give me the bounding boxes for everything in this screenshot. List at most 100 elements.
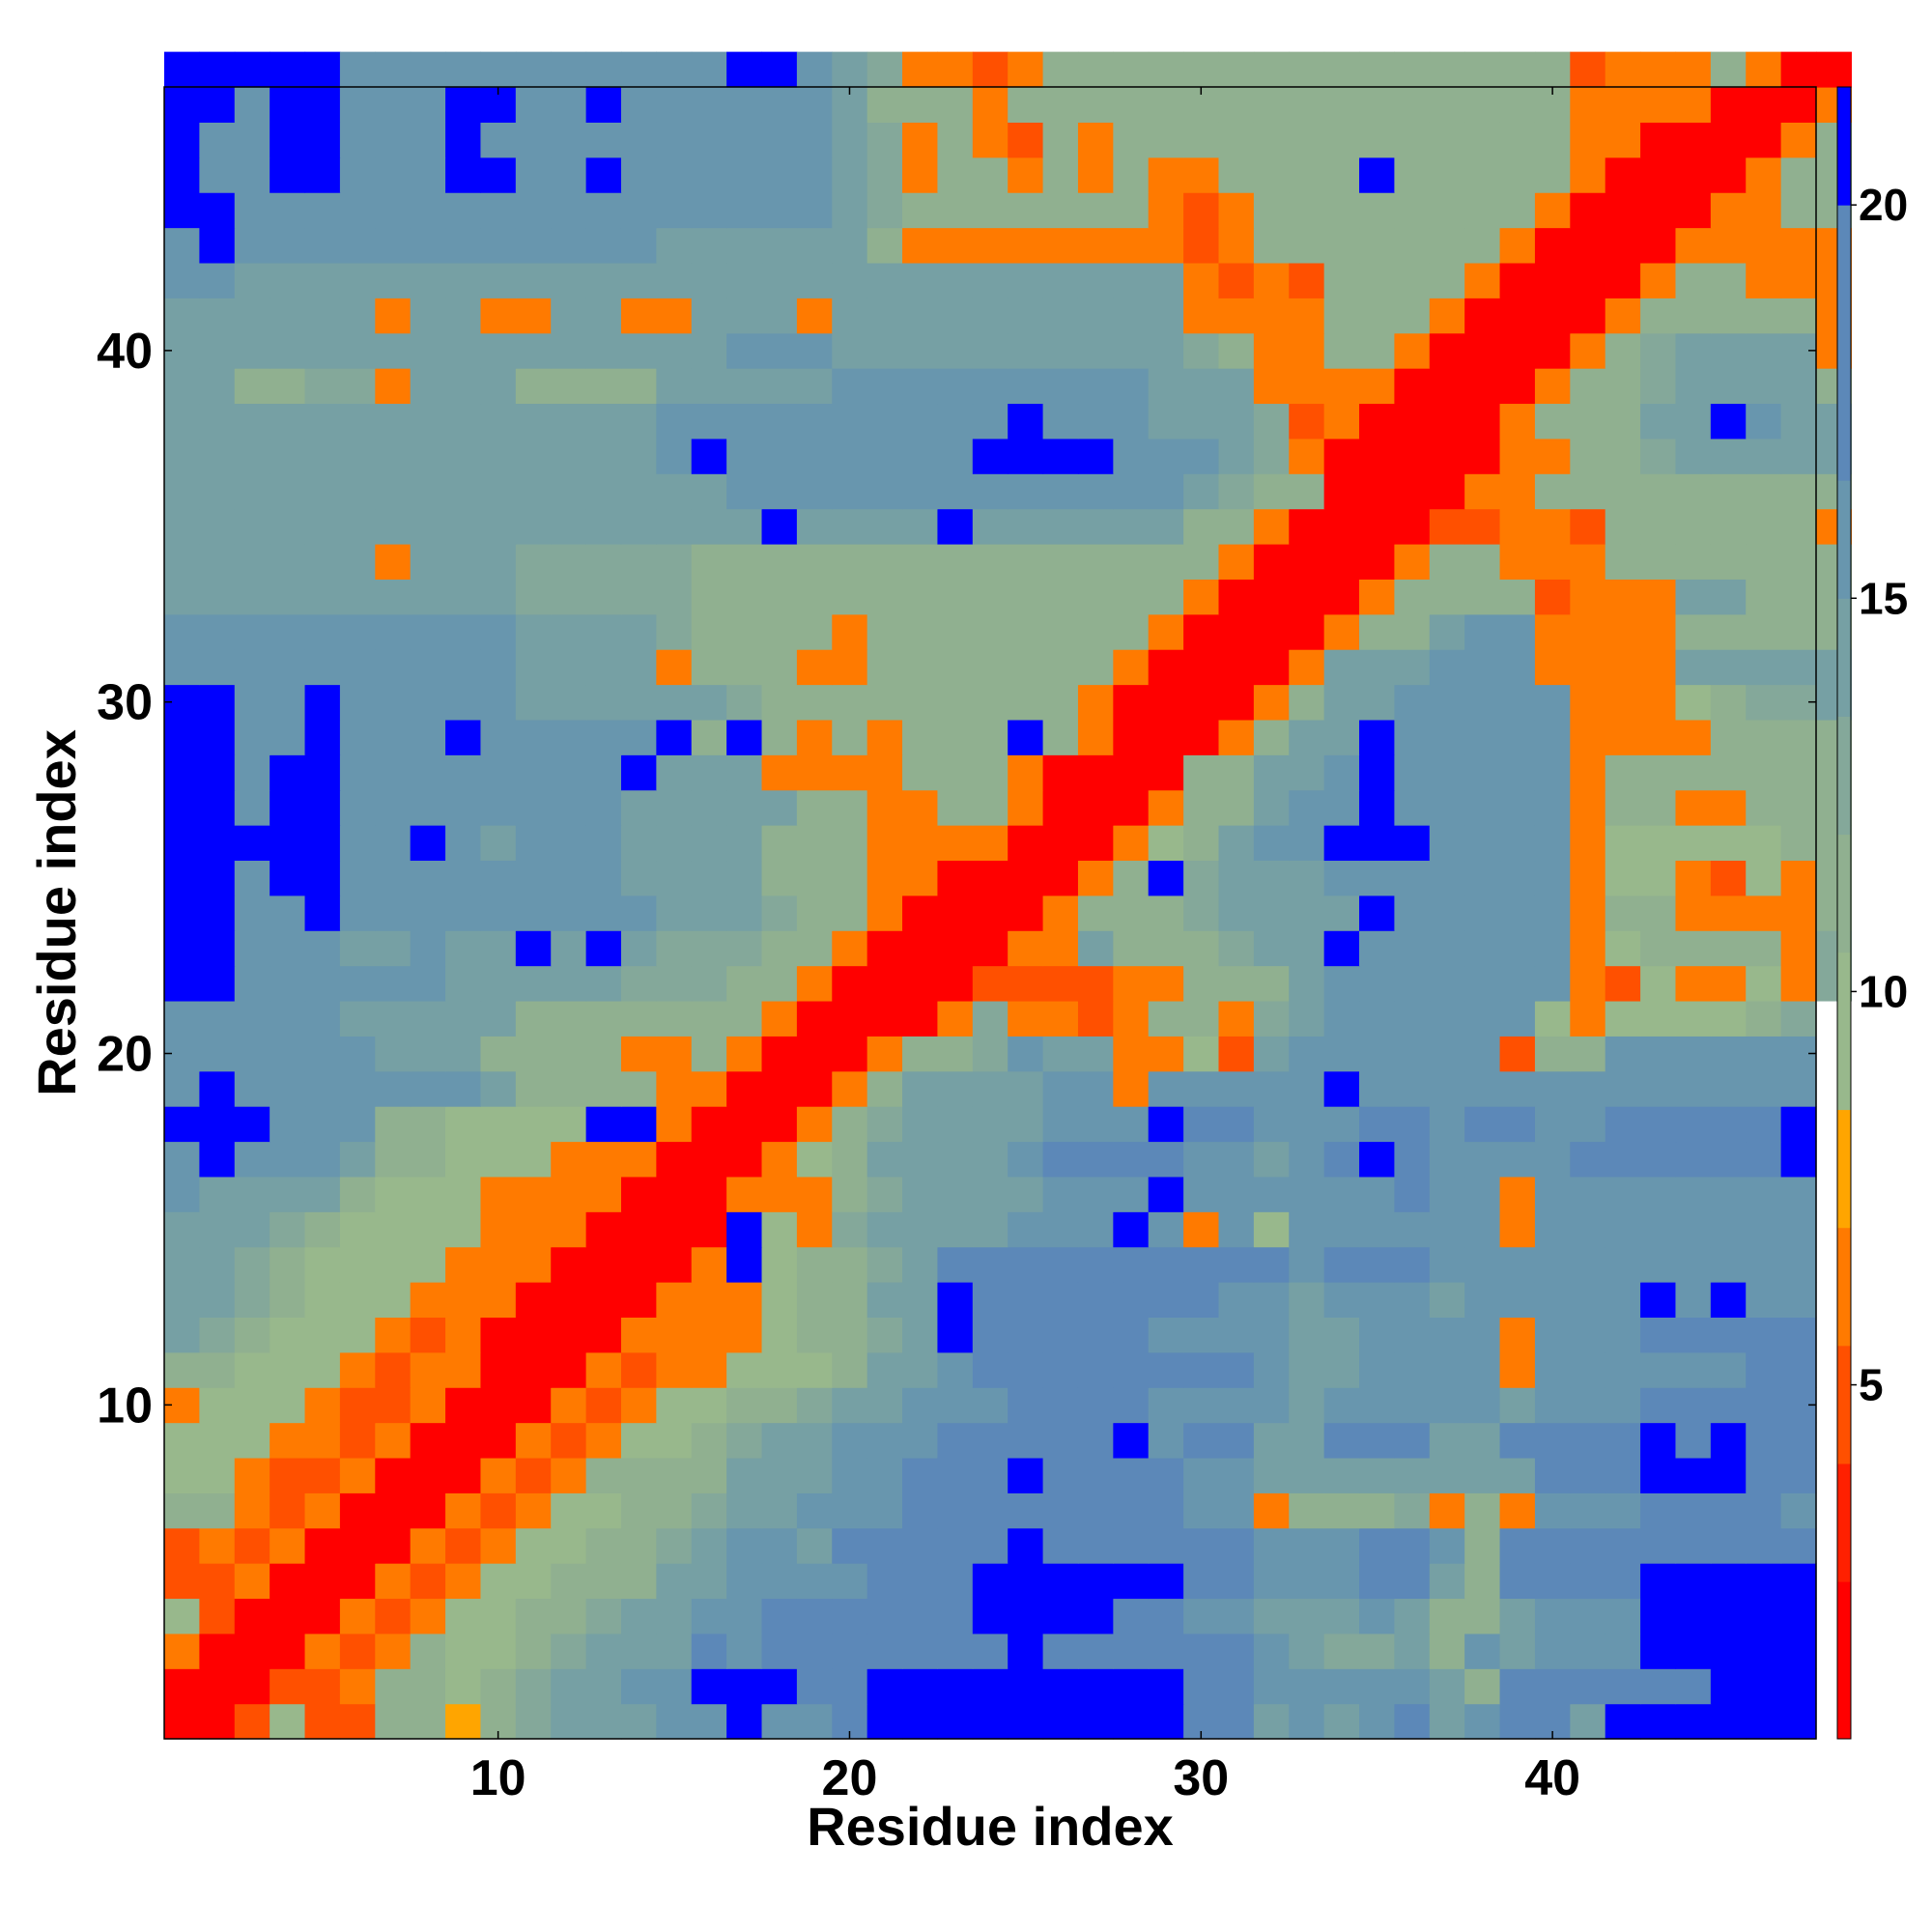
heatmap-cell <box>1008 543 1044 580</box>
heatmap-cell <box>199 1633 236 1669</box>
heatmap-cell <box>585 1317 622 1353</box>
heatmap-cell <box>832 930 868 967</box>
heatmap-cell <box>972 860 1009 896</box>
heatmap-cell <box>1605 684 1641 721</box>
heatmap-cell <box>1464 156 1501 193</box>
heatmap-cell <box>691 860 727 896</box>
heatmap-cell <box>480 613 517 650</box>
colorbar-tick-label: 5 <box>1859 1360 1884 1410</box>
heatmap-cell <box>691 438 727 474</box>
heatmap-cell <box>1675 262 1712 298</box>
heatmap-cell <box>1464 1282 1501 1318</box>
heatmap-cell <box>1218 684 1255 721</box>
heatmap-cell <box>375 51 412 88</box>
heatmap-cell <box>410 122 446 158</box>
heatmap-cell <box>620 860 657 896</box>
heatmap-cell <box>199 332 236 369</box>
heatmap-cell <box>832 719 868 755</box>
heatmap-cell <box>1570 719 1606 755</box>
heatmap-cell <box>199 1000 236 1037</box>
heatmap-cell <box>972 719 1009 755</box>
heatmap-cell <box>1534 508 1571 545</box>
heatmap-cell <box>585 1106 622 1143</box>
heatmap-cell <box>691 1422 727 1459</box>
heatmap-cell <box>551 298 587 334</box>
heatmap-cell <box>270 1000 306 1037</box>
heatmap-cell <box>1746 613 1782 650</box>
heatmap-cell <box>1534 298 1571 334</box>
heatmap-cell <box>1113 508 1150 545</box>
heatmap-cell <box>515 262 552 298</box>
heatmap-cell <box>1289 87 1325 123</box>
heatmap-cell <box>832 1211 868 1248</box>
heatmap-cell <box>902 227 939 264</box>
heatmap-cell <box>1499 156 1536 193</box>
heatmap-cell <box>270 403 306 440</box>
heatmap-cell <box>937 613 974 650</box>
heatmap-cell <box>1675 754 1712 791</box>
heatmap-cell <box>585 789 622 826</box>
heatmap-cell <box>164 1563 200 1600</box>
heatmap-cell <box>796 1282 833 1318</box>
heatmap-cell <box>937 1141 974 1178</box>
heatmap-cell <box>1499 1703 1536 1740</box>
heatmap-cell <box>304 543 341 580</box>
heatmap-cell <box>480 368 517 405</box>
heatmap-cell <box>761 895 798 931</box>
heatmap-cell <box>199 473 236 510</box>
heatmap-cell <box>656 192 693 229</box>
heatmap-cell <box>375 508 412 545</box>
heatmap-cell <box>1640 684 1677 721</box>
heatmap-cell <box>551 508 587 545</box>
heatmap-cell <box>691 1317 727 1353</box>
heatmap-cell <box>375 1703 412 1740</box>
heatmap-cell <box>585 1036 622 1072</box>
heatmap-cell <box>1253 1668 1290 1705</box>
heatmap-cell <box>585 1000 622 1037</box>
heatmap-cell <box>551 860 587 896</box>
heatmap-cell <box>375 754 412 791</box>
heatmap-cell <box>1394 613 1431 650</box>
heatmap-cell <box>972 1633 1009 1669</box>
heatmap-cell <box>515 1036 552 1072</box>
heatmap-cell <box>867 895 903 931</box>
heatmap-cell <box>551 1000 587 1037</box>
heatmap-cell <box>1183 1492 1220 1529</box>
heatmap-cell <box>375 156 412 193</box>
heatmap-cell <box>1183 649 1220 686</box>
heatmap-cell <box>620 1527 657 1564</box>
heatmap-cell <box>199 1422 236 1459</box>
heatmap-cell <box>480 298 517 334</box>
heatmap-cell <box>1148 754 1184 791</box>
heatmap-cell <box>937 1282 974 1318</box>
heatmap-cell <box>1429 930 1465 967</box>
heatmap-cell <box>1429 227 1465 264</box>
heatmap-cell <box>1429 1492 1465 1529</box>
heatmap-cell <box>656 895 693 931</box>
heatmap-cell <box>515 1000 552 1037</box>
heatmap-cell <box>339 262 376 298</box>
heatmap-cell <box>1710 754 1747 791</box>
heatmap-cell <box>937 262 974 298</box>
heatmap-cell <box>1359 1598 1395 1634</box>
heatmap-cell <box>1780 1317 1817 1353</box>
heatmap-cell <box>1429 473 1465 510</box>
heatmap-cell <box>199 1668 236 1705</box>
heatmap-cell <box>164 1422 200 1459</box>
heatmap-cell <box>445 1598 482 1634</box>
heatmap-cell <box>1394 156 1431 193</box>
heatmap-cell <box>1042 1070 1079 1107</box>
heatmap-cell <box>375 332 412 369</box>
heatmap-cell <box>1077 649 1114 686</box>
heatmap-cell <box>1183 1422 1220 1459</box>
heatmap-cell <box>304 684 341 721</box>
heatmap-cell <box>1394 1211 1431 1248</box>
heatmap-cell <box>1289 965 1325 1002</box>
heatmap-cell <box>972 1598 1009 1634</box>
heatmap-cell <box>1675 51 1712 88</box>
heatmap-cell <box>1113 438 1150 474</box>
heatmap-cell <box>1148 1036 1184 1072</box>
heatmap-cell <box>1183 262 1220 298</box>
heatmap-cell <box>339 965 376 1002</box>
